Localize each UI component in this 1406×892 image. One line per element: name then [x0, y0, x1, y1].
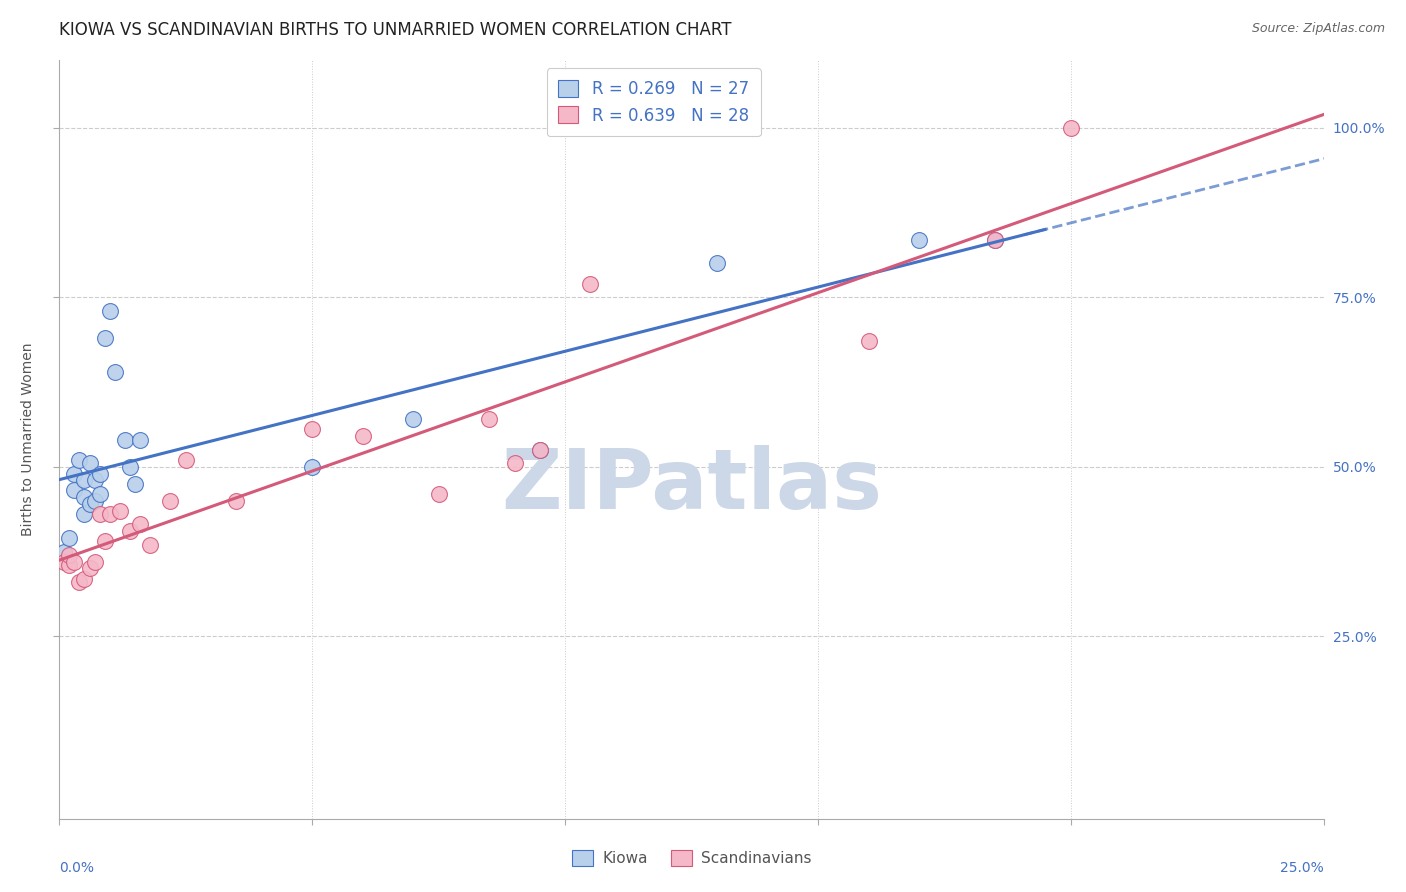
Point	[159, 493, 181, 508]
Point	[529, 442, 551, 457]
Point	[858, 334, 880, 349]
Point	[301, 459, 323, 474]
Point	[93, 331, 115, 345]
Point	[93, 534, 115, 549]
Point	[98, 507, 121, 521]
Point	[114, 433, 136, 447]
Point	[67, 453, 90, 467]
Point	[984, 233, 1007, 247]
Point	[58, 558, 80, 572]
Point	[89, 467, 111, 481]
Point	[402, 412, 425, 426]
Point	[63, 483, 86, 498]
Text: KIOWA VS SCANDINAVIAN BIRTHS TO UNMARRIED WOMEN CORRELATION CHART: KIOWA VS SCANDINAVIAN BIRTHS TO UNMARRIE…	[59, 21, 731, 39]
Text: 25.0%: 25.0%	[1281, 861, 1324, 875]
Point	[83, 473, 105, 487]
Point	[984, 233, 1007, 247]
Point	[73, 572, 96, 586]
Point	[225, 493, 247, 508]
Point	[63, 467, 86, 481]
Point	[83, 555, 105, 569]
Text: Source: ZipAtlas.com: Source: ZipAtlas.com	[1251, 22, 1385, 36]
Point	[301, 422, 323, 436]
Point	[139, 538, 162, 552]
Point	[67, 574, 90, 589]
Point	[478, 412, 501, 426]
Point	[908, 233, 931, 247]
Point	[98, 303, 121, 318]
Point	[174, 453, 197, 467]
Point	[529, 442, 551, 457]
Point	[129, 433, 152, 447]
Point	[73, 507, 96, 521]
Point	[108, 504, 131, 518]
Point	[58, 531, 80, 545]
Point	[129, 517, 152, 532]
Text: ZIPatlas: ZIPatlas	[501, 445, 882, 525]
Point	[104, 365, 127, 379]
Point	[79, 497, 101, 511]
Point	[63, 555, 86, 569]
Point	[53, 555, 76, 569]
Point	[79, 456, 101, 470]
Text: 0.0%: 0.0%	[59, 861, 94, 875]
Point	[73, 473, 96, 487]
Point	[118, 459, 141, 474]
Point	[427, 487, 450, 501]
Point	[579, 277, 602, 291]
Point	[53, 544, 76, 558]
Point	[1060, 120, 1083, 135]
Point	[83, 493, 105, 508]
Point	[58, 548, 80, 562]
Point	[89, 487, 111, 501]
Point	[89, 507, 111, 521]
Point	[79, 561, 101, 575]
Point	[352, 429, 374, 443]
Legend: Kiowa, Scandinavians: Kiowa, Scandinavians	[565, 845, 818, 872]
Point	[118, 524, 141, 538]
Point	[124, 476, 146, 491]
Point	[706, 256, 728, 270]
Point	[73, 490, 96, 504]
Y-axis label: Births to Unmarried Women: Births to Unmarried Women	[21, 343, 35, 536]
Point	[503, 456, 526, 470]
